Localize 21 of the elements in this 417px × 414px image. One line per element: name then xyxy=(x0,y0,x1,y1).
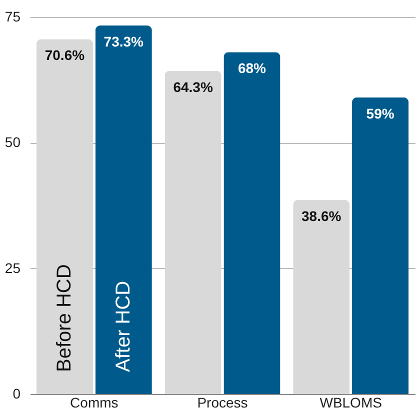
x-tick-label: WBLOMS xyxy=(320,394,382,410)
data-label: 64.3% xyxy=(173,78,214,95)
data-label: 59% xyxy=(366,105,395,122)
data-label: 38.6% xyxy=(302,208,342,224)
bar xyxy=(95,26,152,394)
bar xyxy=(36,39,93,394)
y-tick-label: 75 xyxy=(4,8,21,24)
y-tick-label: 25 xyxy=(4,260,21,276)
x-tick-label: Comms xyxy=(70,394,118,410)
bar xyxy=(352,97,409,394)
data-label: 70.6% xyxy=(44,47,86,64)
bar xyxy=(224,52,280,394)
bar xyxy=(164,70,222,394)
series-label: After HCD xyxy=(112,280,135,372)
data-label: 73.3% xyxy=(104,34,144,50)
data-label: 68% xyxy=(238,60,267,76)
y-tick-label: 0 xyxy=(12,386,21,402)
x-tick-label: Process xyxy=(197,394,248,410)
bar xyxy=(293,200,350,394)
series-label: Before HCD xyxy=(54,264,76,372)
y-tick-label: 50 xyxy=(4,134,21,150)
